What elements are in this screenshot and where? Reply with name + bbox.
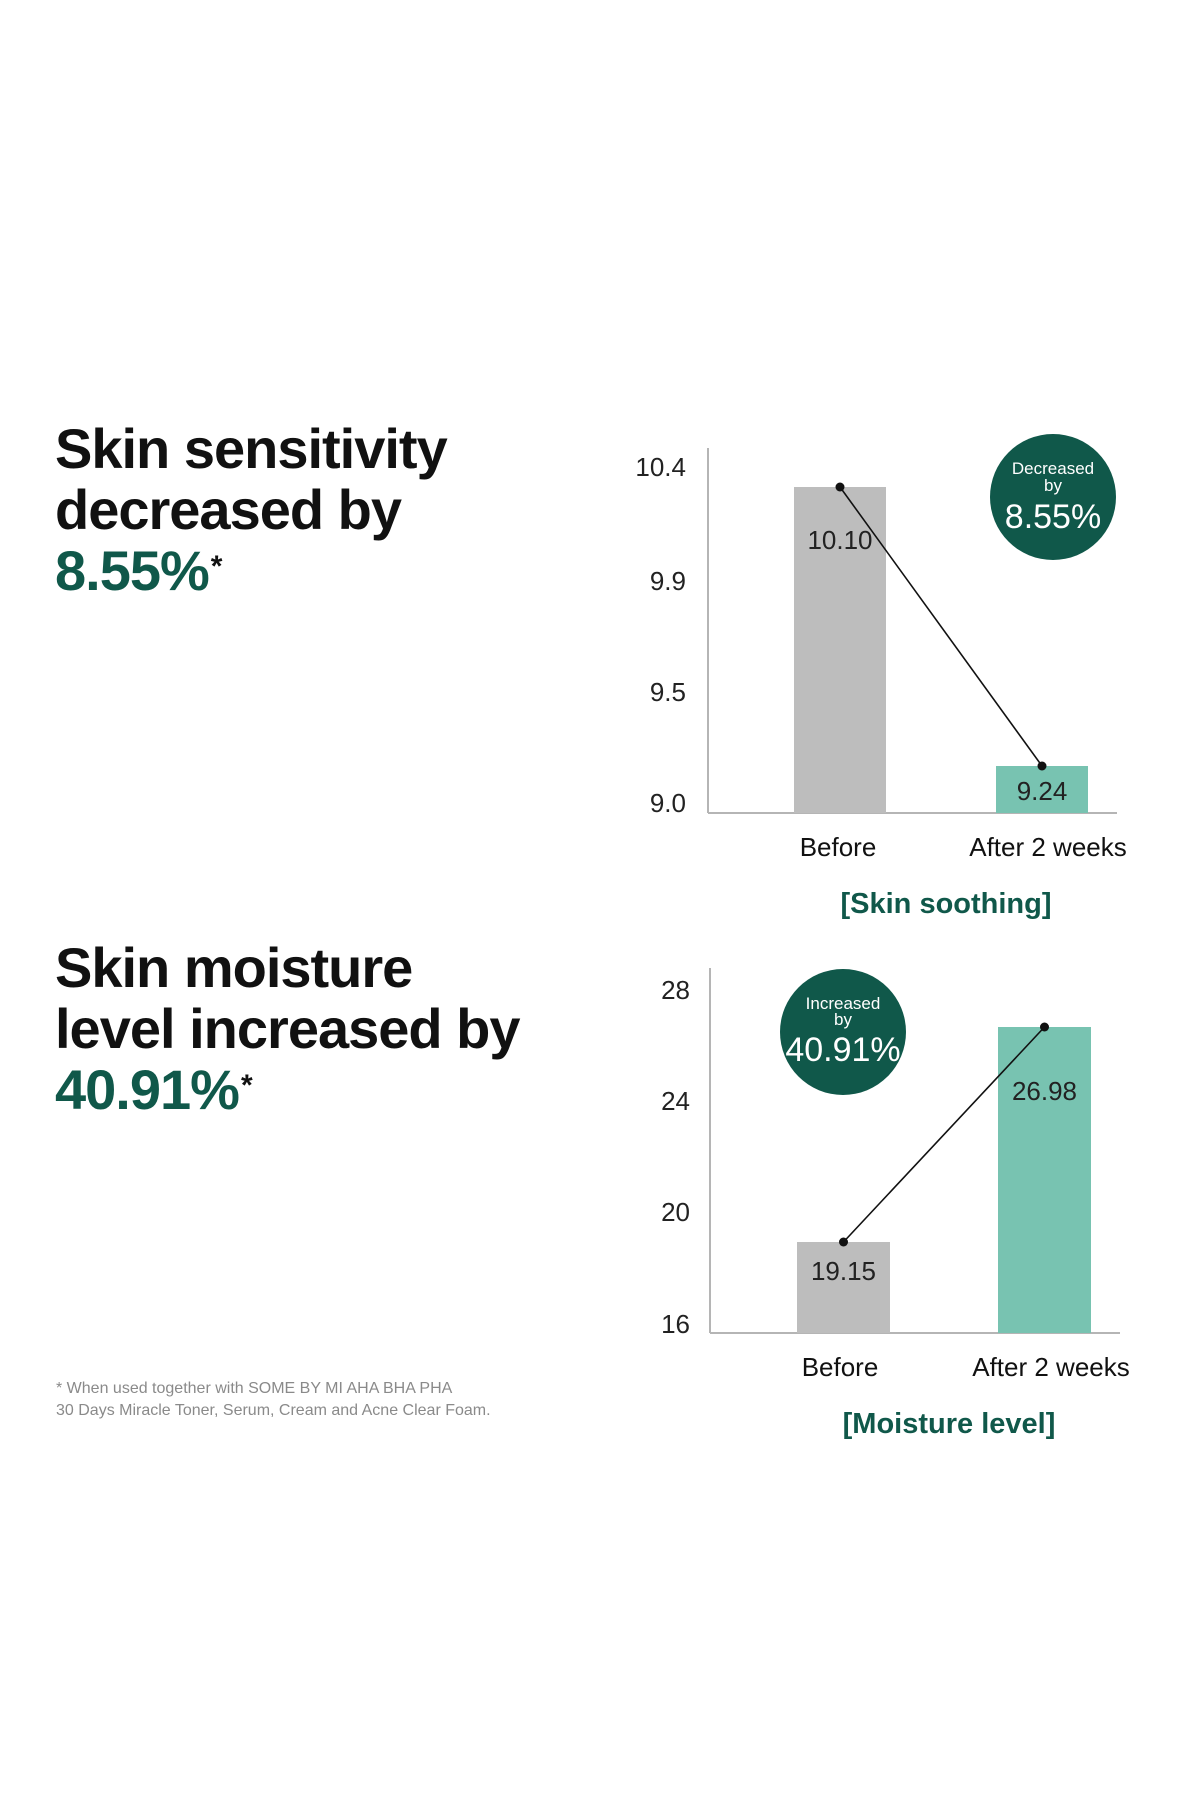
before-value-label: 19.15 [811, 1256, 876, 1286]
after-bar [998, 1027, 1091, 1333]
before-dot [839, 1237, 848, 1247]
headline-2-footnote-mark: * [240, 1069, 253, 1102]
headline-1-value-line: 8.55%* [55, 540, 447, 601]
category-label-before: Before [802, 1352, 879, 1382]
badge-label-line-1: Decreased [1012, 459, 1094, 478]
footnote-line-2: 30 Days Miracle Toner, Serum, Cream and … [56, 1402, 491, 1419]
category-label-after: After 2 weeks [972, 1352, 1130, 1382]
after-dot [1040, 1022, 1049, 1032]
headline-1-line-1: Skin sensitivity [55, 417, 448, 480]
headline-skin-sensitivity: Skin sensitivity decreased by 8.55%* [55, 417, 448, 601]
badge-label-line-1: Increased [806, 994, 881, 1013]
before-value-label: 10.10 [807, 525, 872, 555]
y-tick-label: 28 [661, 975, 690, 1005]
badge-value: 8.55% [1005, 498, 1101, 536]
change-badge [990, 434, 1116, 560]
before-bar [797, 1242, 890, 1333]
headline-2-line-1: Skin moisture [55, 936, 413, 999]
y-tick-label: 20 [661, 1197, 690, 1227]
after-value-label: 26.98 [1012, 1076, 1077, 1106]
headline-1-footnote-mark: * [210, 550, 223, 583]
trend-connector-line [839, 486, 1043, 767]
trend-connector-line [842, 1026, 1046, 1243]
category-label-before: Before [800, 832, 877, 862]
badge-label-line-2: by [834, 1010, 852, 1029]
before-bar [794, 487, 886, 813]
after-bar [996, 766, 1088, 813]
y-tick-label: 9.5 [650, 677, 686, 707]
footnote-line-1: * When used together with SOME BY MI AHA… [56, 1380, 453, 1397]
y-tick-label: 10.4 [635, 452, 686, 482]
y-tick-label: 16 [661, 1309, 690, 1339]
category-label-after: After 2 weeks [969, 832, 1127, 862]
chart-title: [Moisture level] [843, 1408, 1056, 1440]
headline-2-value: 40.91% [55, 1058, 240, 1121]
headline-1-value: 8.55% [55, 539, 210, 602]
before-dot [835, 482, 845, 492]
after-dot [1037, 761, 1047, 771]
badge-value: 40.91% [785, 1031, 900, 1069]
y-tick-label: 9.9 [650, 566, 686, 596]
y-tick-label: 9.0 [650, 788, 686, 818]
headline-1-line-2: decreased by [55, 478, 402, 541]
chart-title: [Skin soothing] [840, 888, 1051, 920]
y-tick-label: 24 [661, 1086, 690, 1116]
change-badge [780, 969, 906, 1095]
headline-2-value-line: 40.91%* [55, 1059, 520, 1120]
headline-2-line-2: level increased by [55, 997, 521, 1060]
footnote: * When used together with SOME BY MI AHA… [56, 1378, 491, 1422]
headline-skin-moisture: Skin moisture level increased by 40.91%* [55, 936, 521, 1120]
after-value-label: 9.24 [1017, 776, 1068, 806]
badge-label-line-2: by [1044, 476, 1062, 495]
